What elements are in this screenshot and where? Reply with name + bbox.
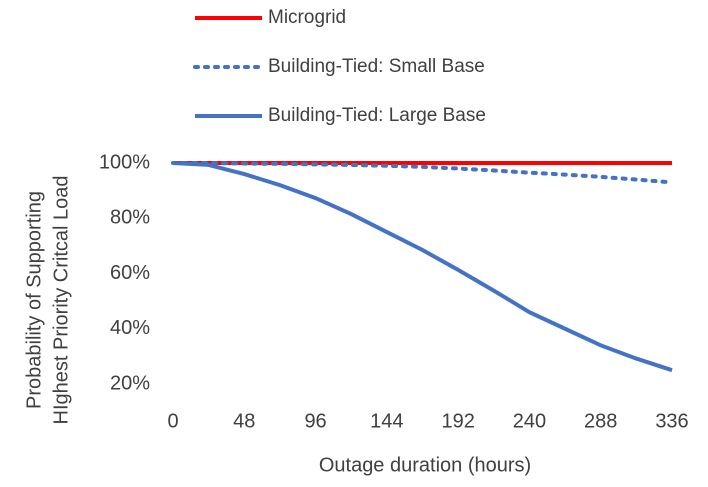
x-tick-label: 192 — [441, 410, 474, 432]
legend-label: Building-Tied: Large Base — [268, 105, 486, 126]
x-tick-label: 0 — [167, 410, 178, 432]
x-tick-label: 48 — [233, 410, 255, 432]
y-tick-label: 80% — [110, 207, 150, 229]
y-axis-title-line: HIghest Priority Critcal Load — [50, 176, 72, 425]
y-tick-label: 60% — [110, 262, 150, 284]
x-tick-label: 144 — [370, 410, 403, 432]
series-line — [172, 161, 673, 373]
series-line — [171, 161, 674, 185]
y-tick-label: 100% — [99, 151, 150, 173]
legend-label: Building-Tied: Small Base — [268, 56, 485, 77]
y-tick-label: 20% — [110, 372, 150, 394]
y-axis-title: Probability of Supporting HIghest Priori… — [23, 176, 72, 425]
x-tick-label: 336 — [655, 410, 688, 432]
legend-label: Microgrid — [268, 7, 346, 28]
y-tick-label: 40% — [110, 317, 150, 339]
y-axis-title-line: Probability of Supporting — [23, 191, 45, 409]
x-tick-label: 240 — [513, 410, 546, 432]
x-axis-title: Outage duration (hours) — [319, 454, 531, 476]
x-tick-label: 288 — [584, 410, 617, 432]
x-tick-label: 96 — [304, 410, 326, 432]
